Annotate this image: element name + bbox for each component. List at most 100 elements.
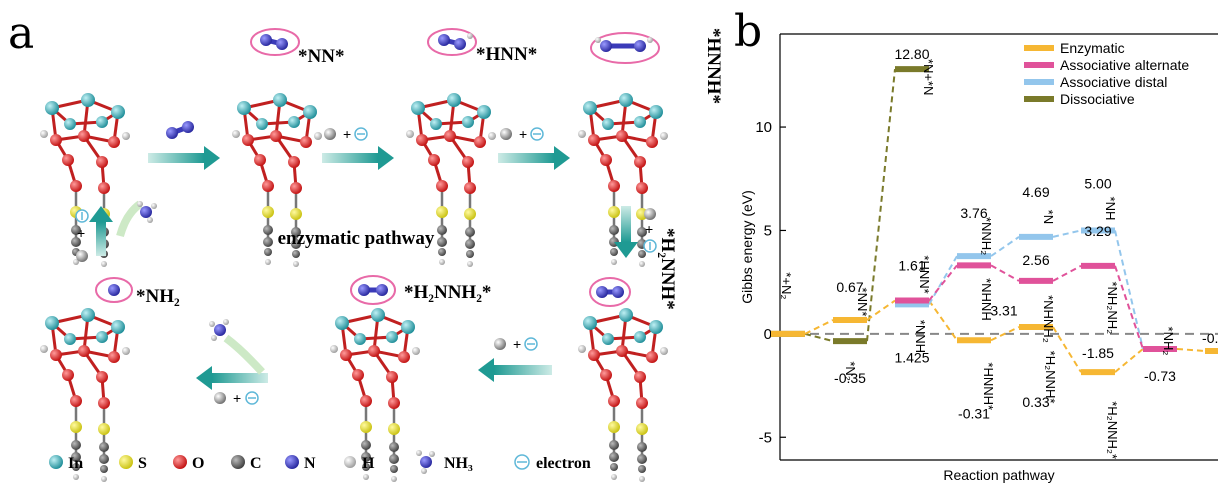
energy-levels (771, 66, 1218, 376)
nh3-release-6 (209, 319, 265, 375)
value-label: -1.85 (1082, 345, 1114, 361)
panel-a-scheme: a *NN* *HNN* *HNNH (8, 8, 724, 484)
arrow-step-4 (614, 206, 638, 258)
value-label: 2.56 (1022, 252, 1049, 268)
state-label: *NH₂ (1161, 327, 1176, 356)
label-nn: *NN* (298, 46, 344, 67)
legend-label: Dissociative (1060, 91, 1135, 107)
state-label: *NH (1103, 197, 1118, 221)
plus-sign: + (233, 390, 241, 406)
connector-2 (1114, 230, 1144, 350)
value-label: 3.31 (990, 302, 1017, 318)
value-label: 1.61 (898, 258, 925, 274)
legend-label: NH₃ (444, 455, 473, 472)
pathway-label: enzymatic pathway (278, 228, 435, 249)
state-label: *NH₂NH₂ (1105, 281, 1120, 334)
y-tick-label: 5 (764, 222, 772, 239)
state-label: *HNNH* (981, 362, 996, 410)
arrow-step-3 (498, 146, 570, 170)
proton-electron-6: + (214, 390, 259, 406)
catalyst-structure-nh2 (38, 277, 133, 484)
state-label: *NNH₂ (979, 217, 994, 255)
connector-1 (1114, 265, 1144, 350)
catalyst-structure-hnnh (576, 32, 670, 269)
connector-2 (928, 255, 958, 305)
plus-sign: + (519, 126, 527, 142)
catalyst-structure-h2nnh (576, 277, 670, 484)
legend-o: O (173, 455, 204, 472)
legend-electron: electron (514, 454, 591, 472)
state-label: *NN* (855, 288, 870, 317)
value-label: 3.76 (960, 205, 987, 221)
legend-nh3: NH₃ (416, 450, 473, 474)
label-h2nnh2: *H₂NNH₂* (404, 282, 491, 303)
proton-electron-3: + (500, 126, 544, 142)
y-tick-label: 10 (755, 119, 772, 136)
value-label: 5.00 (1084, 175, 1111, 191)
legend-label: N (304, 455, 316, 472)
label-h2nnh: *H₂NNH* (657, 228, 678, 310)
plus-sign: + (77, 225, 85, 241)
connector-2 (1052, 229, 1082, 238)
pathway-connectors (804, 69, 1206, 373)
state-label: *N+*N (921, 59, 936, 96)
legend-label: S (138, 455, 147, 472)
state-label: *NNH (913, 320, 928, 353)
legend-in: In (49, 455, 83, 472)
y-tick-label: 0 (764, 326, 772, 343)
value-label: 0.33 (1022, 394, 1049, 410)
y-tick-label: -5 (759, 429, 772, 446)
panel-b-letter: b (734, 6, 762, 57)
state-label: *H₂NNH₂* (1105, 401, 1120, 459)
legend-label: O (192, 455, 204, 472)
legend-label: Associative distal (1060, 74, 1167, 90)
catalyst-structure-nn (230, 28, 324, 269)
plus-sign: + (513, 336, 521, 352)
proton-electron-4: + (643, 208, 657, 253)
y-axis-label: Gibbs energy (eV) (739, 190, 755, 304)
value-label: 3.29 (1084, 223, 1111, 239)
panel-b: b -5 0 5 10 12.80 0.67 1.61 3.76 4.69 5.00 3.29 2.… (730, 0, 1218, 484)
legend-label: In (68, 455, 83, 472)
y-ticks: -5 0 5 10 (755, 119, 786, 446)
state-label: *H₂NNH* (1043, 351, 1058, 404)
arrow-step-5 (478, 358, 552, 382)
value-label: -0.83 (1202, 330, 1218, 346)
x-axis-label: Reaction pathway (943, 467, 1054, 483)
label-hnn: *HNN* (476, 44, 537, 65)
connector-0 (1052, 326, 1082, 373)
proton-electron-7: + (75, 209, 89, 262)
plus-sign: + (343, 126, 351, 142)
connector-3 (866, 69, 896, 342)
legend-c: C (231, 455, 262, 472)
connector-0 (1114, 348, 1144, 373)
connector-2 (990, 236, 1020, 257)
value-label: 4.69 (1022, 184, 1049, 200)
legend-label: C (250, 455, 262, 472)
panel-a: a *NN* *HNN* *HNNH (8, 8, 724, 484)
legend-h: H (344, 455, 375, 472)
atom-legend: In S O C N H NH₃ electron (49, 450, 591, 474)
connector-0 (866, 299, 896, 321)
proton-electron-2: + (324, 126, 368, 142)
state-label: *N₂ (843, 361, 858, 381)
state-label: *+N₂ (779, 272, 794, 299)
chart-labels: 12.80 0.67 1.61 3.76 4.69 5.00 3.29 2.56 3.31 1.4… (779, 46, 1218, 459)
arrow-step-6 (196, 366, 268, 390)
arrow-step-2 (322, 146, 394, 170)
legend-label: Associative alternate (1060, 57, 1189, 73)
legend-label: electron (536, 455, 591, 472)
arrow-step-7 (89, 206, 113, 256)
connector-0 (928, 299, 958, 341)
nh3-release-7 (116, 200, 157, 238)
value-label: -0.73 (1144, 368, 1176, 384)
state-label: *HNN* (917, 255, 932, 293)
connector-1 (1052, 264, 1082, 282)
n2-molecule (166, 121, 194, 139)
connector-0 (990, 326, 1020, 342)
value-label: -0.31 (958, 405, 990, 421)
catalyst-structure-h2nnh2 (328, 275, 422, 484)
legend-label: H (362, 455, 375, 472)
arrow-step-1 (148, 146, 220, 170)
